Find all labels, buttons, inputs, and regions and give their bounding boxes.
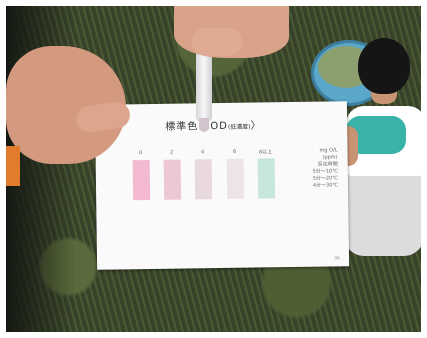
dropper-tip: [199, 118, 209, 132]
scale-label-6: 6: [232, 148, 237, 155]
child-pants: [344, 166, 421, 256]
card-code: 00-: [334, 255, 342, 261]
unit-text: mg O/L (ppm) 反応時間 5分～10℃ 5分～20℃ 4分～30℃: [312, 147, 338, 189]
scale-label-0: 0: [138, 150, 143, 157]
reaction-notes: 反応時間 5分～10℃ 5分～20℃ 4分～30℃: [312, 161, 339, 189]
right-finger: [192, 28, 242, 56]
orange-sleeve: [6, 146, 20, 186]
scale-label-2: 2: [169, 149, 174, 156]
swatch-6: [226, 158, 245, 199]
photo-frame: 標準色 COD(低濃度)〉 0 2 4 6 8以上 mg O/L (ppm) 反…: [6, 6, 421, 332]
swatch-2: [163, 159, 182, 200]
card-title-text: 標準色 COD: [165, 120, 228, 133]
swatch-8: [257, 158, 276, 199]
unit-label: mg O/L (ppm): [319, 147, 338, 161]
scale-label-8: 8以上: [258, 149, 273, 156]
scale-label-4: 4: [200, 149, 205, 156]
child-hair: [358, 38, 410, 94]
card-title-suffix: 〉: [250, 120, 262, 132]
color-chart-card: 標準色 COD(低濃度)〉 0 2 4 6 8以上 mg O/L (ppm) 反…: [94, 101, 350, 270]
card-title: 標準色 COD(低濃度)〉: [165, 116, 262, 132]
swatch-0: [132, 160, 151, 201]
swatch-4: [194, 159, 213, 200]
dropper-tube: [196, 46, 212, 121]
card-title-small: (低濃度): [227, 123, 251, 131]
